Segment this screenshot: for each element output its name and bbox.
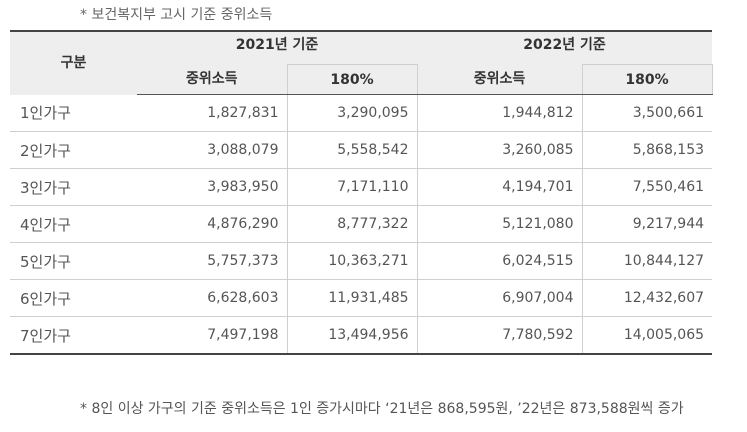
median-2022-cell: 3,260,085 [416, 131, 583, 169]
median-income-table: 구분 2021년 기준 2022년 기준 중위소득 180% 중위소득 180%… [10, 30, 713, 355]
median-2021-cell: 4,876,290 [137, 205, 287, 243]
household-size-cell: 3인가구 [10, 168, 137, 206]
header-2021-median: 중위소득 [137, 64, 287, 95]
pct180-2022-cell: 5,868,153 [581, 131, 713, 169]
header-2021: 2021년 기준 [137, 30, 418, 65]
subheader-row: 중위소득 180% 중위소득 180% [10, 64, 713, 95]
header-row: 구분 2021년 기준 2022년 기준 [10, 30, 713, 95]
source-note: * 보건복지부 고시 기준 중위소득 [80, 7, 273, 23]
header-2022-180pct: 180% [581, 64, 713, 95]
median-2022-cell: 1,944,812 [416, 94, 583, 132]
household-size-cell: 6인가구 [10, 279, 137, 317]
pct180-2021-cell: 13,494,956 [286, 316, 418, 355]
median-2022-cell: 4,194,701 [416, 168, 583, 206]
median-2021-cell: 6,628,603 [137, 279, 287, 317]
header-category: 구분 [10, 30, 137, 95]
pct180-2021-cell: 3,290,095 [286, 94, 418, 132]
household-size-cell: 4인가구 [10, 205, 137, 243]
table-row: 3인가구 3,983,950 7,171,110 4,194,701 7,550,461 [10, 168, 713, 206]
median-2021-cell: 3,088,079 [137, 131, 287, 169]
footnote: * 8인 이상 가구의 기준 중위소득은 1인 증가시마다 ‘21년은 868,… [80, 401, 684, 417]
pct180-2022-cell: 7,550,461 [581, 168, 713, 206]
household-size-cell: 2인가구 [10, 131, 137, 169]
pct180-2021-cell: 8,777,322 [286, 205, 418, 243]
pct180-2021-cell: 11,931,485 [286, 279, 418, 317]
table-row: 5인가구 5,757,373 10,363,271 6,024,515 10,844,1… [10, 242, 713, 280]
household-size-cell: 7인가구 [10, 316, 137, 355]
pct180-2022-cell: 3,500,661 [581, 94, 713, 132]
median-2022-cell: 7,780,592 [416, 316, 583, 355]
median-2021-cell: 3,983,950 [137, 168, 287, 206]
median-2021-cell: 1,827,831 [137, 94, 287, 132]
header-2022: 2022년 기준 [417, 30, 713, 65]
pct180-2021-cell: 5,558,542 [286, 131, 418, 169]
table-row: 7인가구 7,497,198 13,494,956 7,780,592 14,005,0… [10, 316, 713, 355]
median-2021-cell: 7,497,198 [137, 316, 287, 355]
table-row: 4인가구 4,876,290 8,777,322 5,121,080 9,217,944 [10, 205, 713, 243]
table-row: 1인가구 1,827,831 3,290,095 1,944,812 3,500,661 [10, 94, 713, 132]
pct180-2022-cell: 14,005,065 [581, 316, 713, 355]
header-2021-line1: 2021년 기준 [235, 37, 319, 53]
pct180-2022-cell: 9,217,944 [581, 205, 713, 243]
pct180-2021-cell: 7,171,110 [286, 168, 418, 206]
pct180-2021-cell: 10,363,271 [286, 242, 418, 280]
pct180-2022-cell: 12,432,607 [581, 279, 713, 317]
header-2022-line1: 2022년 기준 [523, 37, 606, 53]
table-row: 6인가구 6,628,603 11,931,485 6,907,004 12,432,6… [10, 279, 713, 317]
table-row: 2인가구 3,088,079 5,558,542 3,260,085 5,868,153 [10, 131, 713, 169]
median-2022-cell: 6,907,004 [416, 279, 583, 317]
median-2021-cell: 5,757,373 [137, 242, 287, 280]
median-2022-cell: 5,121,080 [416, 205, 583, 243]
header-2022-median: 중위소득 [417, 64, 583, 95]
household-size-cell: 1인가구 [10, 94, 137, 132]
median-2022-cell: 6,024,515 [416, 242, 583, 280]
header-2021-180pct: 180% [286, 64, 418, 95]
household-size-cell: 5인가구 [10, 242, 137, 280]
pct180-2022-cell: 10,844,127 [581, 242, 713, 280]
